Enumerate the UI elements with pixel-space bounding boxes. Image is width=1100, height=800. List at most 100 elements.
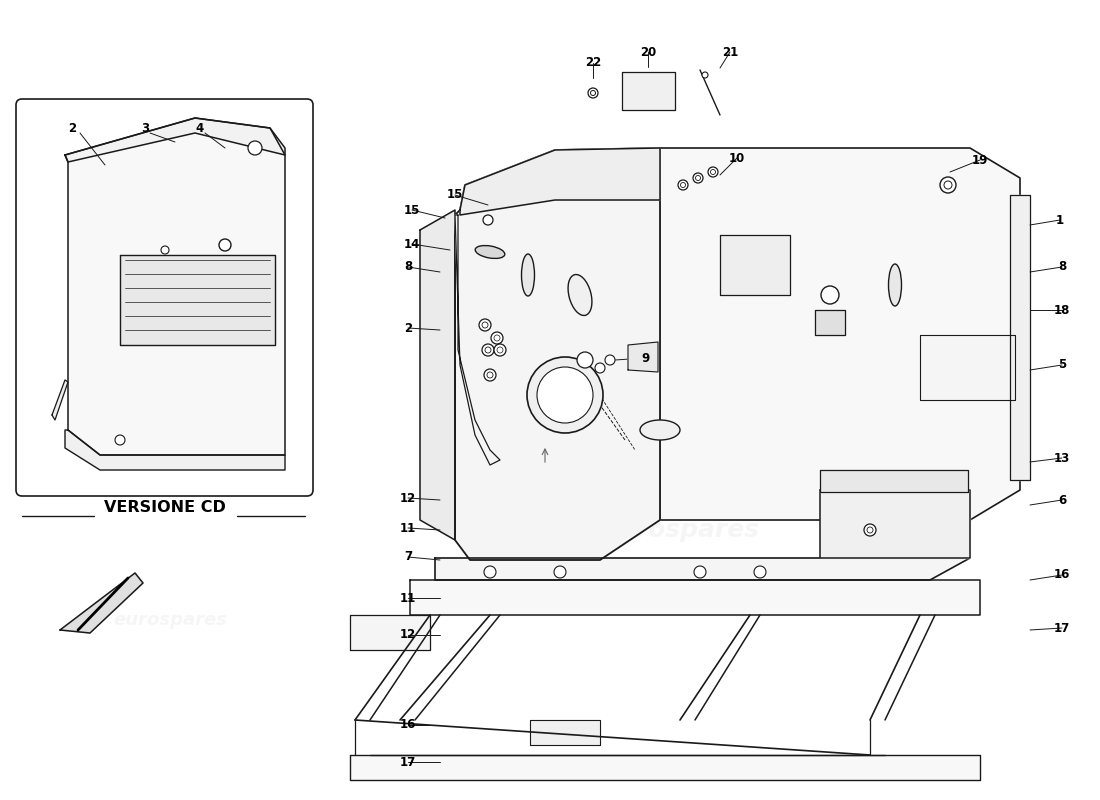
Polygon shape bbox=[434, 535, 970, 580]
Text: 19: 19 bbox=[971, 154, 988, 166]
Circle shape bbox=[497, 347, 503, 353]
Circle shape bbox=[116, 435, 125, 445]
Polygon shape bbox=[120, 255, 275, 345]
Polygon shape bbox=[815, 310, 845, 335]
Circle shape bbox=[478, 319, 491, 331]
Polygon shape bbox=[628, 342, 658, 372]
Circle shape bbox=[711, 170, 715, 174]
Circle shape bbox=[482, 322, 488, 328]
Text: 16: 16 bbox=[399, 718, 416, 731]
Circle shape bbox=[595, 363, 605, 373]
Ellipse shape bbox=[568, 274, 592, 315]
Polygon shape bbox=[820, 470, 968, 492]
Ellipse shape bbox=[889, 264, 902, 306]
Circle shape bbox=[527, 357, 603, 433]
Circle shape bbox=[681, 182, 685, 187]
Polygon shape bbox=[660, 148, 1020, 520]
Text: 7: 7 bbox=[404, 550, 412, 563]
Circle shape bbox=[219, 239, 231, 251]
Text: 11: 11 bbox=[400, 522, 416, 534]
Text: 2: 2 bbox=[68, 122, 76, 134]
Circle shape bbox=[867, 527, 873, 533]
Text: VERSIONE CD: VERSIONE CD bbox=[104, 499, 226, 514]
Ellipse shape bbox=[521, 254, 535, 296]
Text: 12: 12 bbox=[400, 629, 416, 642]
Text: 20: 20 bbox=[640, 46, 656, 58]
Polygon shape bbox=[60, 573, 143, 633]
Polygon shape bbox=[720, 235, 790, 295]
Polygon shape bbox=[350, 755, 980, 780]
Polygon shape bbox=[52, 380, 68, 420]
Circle shape bbox=[494, 344, 506, 356]
Circle shape bbox=[693, 173, 703, 183]
Circle shape bbox=[702, 72, 708, 78]
Circle shape bbox=[487, 372, 493, 378]
Text: eurospares: eurospares bbox=[113, 311, 227, 329]
Polygon shape bbox=[530, 720, 600, 745]
Ellipse shape bbox=[640, 420, 680, 440]
Polygon shape bbox=[460, 148, 660, 215]
Polygon shape bbox=[455, 148, 660, 560]
Text: 18: 18 bbox=[1054, 303, 1070, 317]
Circle shape bbox=[605, 355, 615, 365]
Text: 5: 5 bbox=[1058, 358, 1066, 371]
Polygon shape bbox=[420, 210, 455, 540]
Polygon shape bbox=[65, 118, 285, 455]
Circle shape bbox=[483, 215, 493, 225]
FancyBboxPatch shape bbox=[16, 99, 313, 496]
Text: 3: 3 bbox=[141, 122, 150, 134]
Text: 17: 17 bbox=[1054, 622, 1070, 634]
Circle shape bbox=[554, 566, 566, 578]
Circle shape bbox=[537, 367, 593, 423]
Polygon shape bbox=[410, 580, 980, 615]
Text: 13: 13 bbox=[1054, 451, 1070, 465]
Polygon shape bbox=[350, 615, 430, 650]
Circle shape bbox=[754, 566, 766, 578]
Polygon shape bbox=[455, 215, 500, 465]
Circle shape bbox=[482, 344, 494, 356]
Text: 10: 10 bbox=[729, 151, 745, 165]
Text: 22: 22 bbox=[585, 57, 601, 70]
Text: 12: 12 bbox=[400, 491, 416, 505]
Circle shape bbox=[678, 180, 688, 190]
Text: 1: 1 bbox=[1056, 214, 1064, 226]
Circle shape bbox=[484, 566, 496, 578]
Text: 4: 4 bbox=[196, 122, 205, 134]
Text: 6: 6 bbox=[1058, 494, 1066, 506]
Text: 9: 9 bbox=[641, 351, 649, 365]
Text: eurospares: eurospares bbox=[601, 518, 759, 542]
Circle shape bbox=[578, 352, 593, 368]
Circle shape bbox=[944, 181, 952, 189]
Circle shape bbox=[864, 524, 876, 536]
Circle shape bbox=[708, 167, 718, 177]
Polygon shape bbox=[1010, 195, 1030, 480]
Circle shape bbox=[591, 90, 595, 95]
Text: 11: 11 bbox=[400, 591, 416, 605]
Polygon shape bbox=[820, 490, 970, 558]
Circle shape bbox=[484, 369, 496, 381]
Text: 8: 8 bbox=[404, 261, 412, 274]
Circle shape bbox=[494, 335, 501, 341]
Text: eurospares: eurospares bbox=[601, 278, 759, 302]
Text: 2: 2 bbox=[404, 322, 412, 334]
Text: 17: 17 bbox=[400, 755, 416, 769]
Circle shape bbox=[821, 286, 839, 304]
Circle shape bbox=[491, 332, 503, 344]
Text: eurospares: eurospares bbox=[113, 611, 227, 629]
Text: 21: 21 bbox=[722, 46, 738, 58]
Circle shape bbox=[161, 246, 169, 254]
Circle shape bbox=[485, 347, 491, 353]
Text: 15: 15 bbox=[404, 203, 420, 217]
Circle shape bbox=[695, 175, 701, 181]
Circle shape bbox=[588, 88, 598, 98]
Circle shape bbox=[248, 141, 262, 155]
Text: 16: 16 bbox=[1054, 569, 1070, 582]
Polygon shape bbox=[65, 430, 285, 470]
Polygon shape bbox=[920, 335, 1015, 400]
Polygon shape bbox=[621, 72, 675, 110]
Ellipse shape bbox=[475, 246, 505, 258]
Text: 14: 14 bbox=[404, 238, 420, 250]
Circle shape bbox=[940, 177, 956, 193]
Text: 8: 8 bbox=[1058, 261, 1066, 274]
Circle shape bbox=[694, 566, 706, 578]
